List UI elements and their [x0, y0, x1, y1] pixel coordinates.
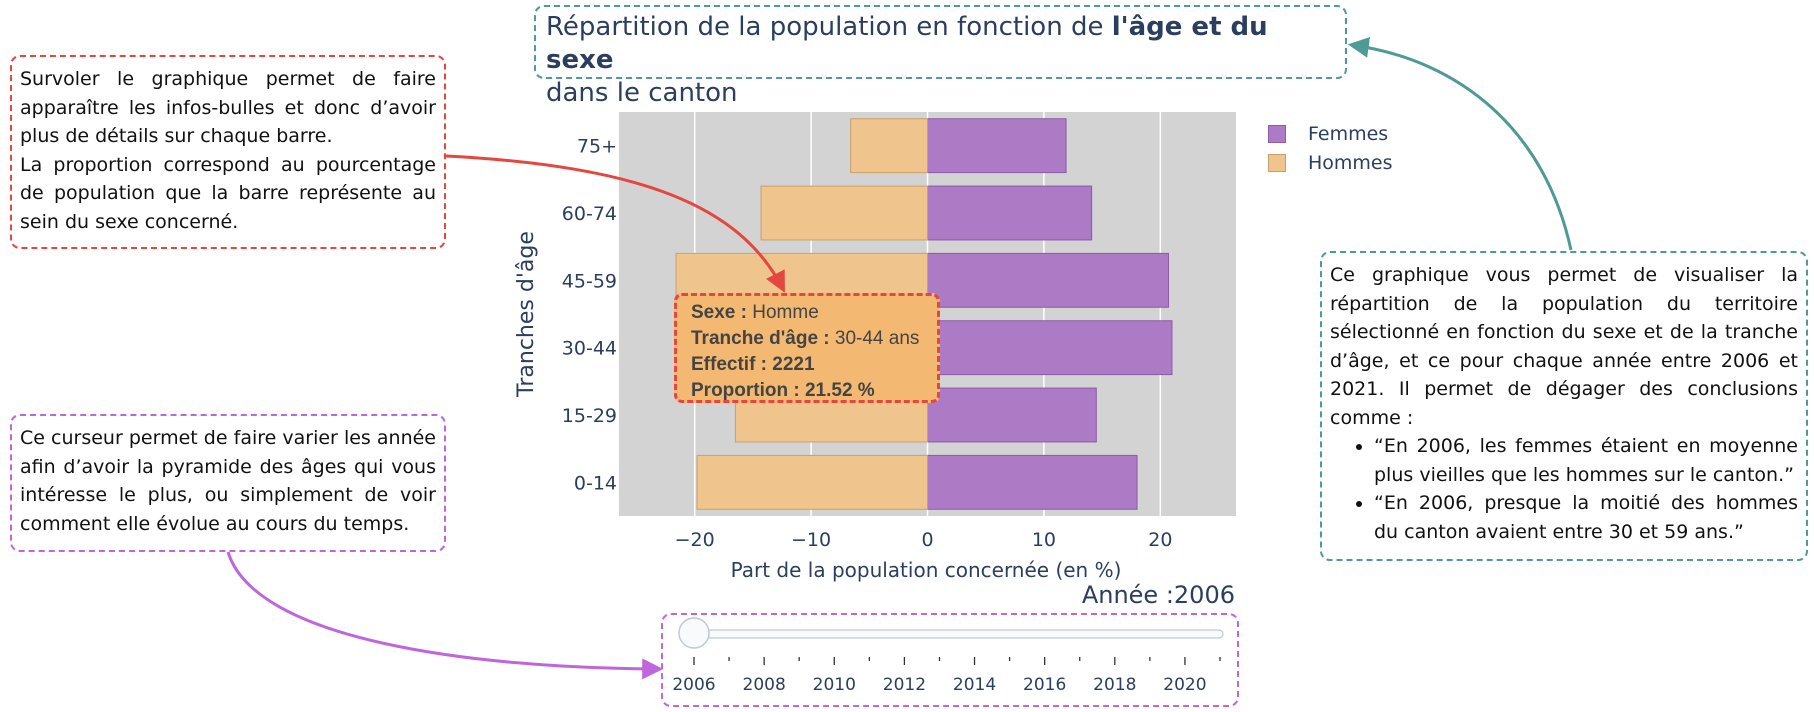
tooltip-row-effectif: Effectif : 2221 — [691, 352, 927, 378]
slider-tick-label[interactable]: 2010 — [813, 675, 856, 695]
legend-label-hommes: Hommes — [1308, 152, 1393, 174]
bar-femmes-30-44[interactable] — [927, 320, 1173, 376]
tooltip-effectif-label: Effectif : — [691, 354, 767, 375]
tooltip-explanation-note: Survoler le graphique permet de faire ap… — [10, 55, 446, 249]
chart-title-part2: dans le canton — [546, 78, 738, 108]
tooltip-row-tranche: Tranche d'âge : 30-44 ans — [691, 326, 927, 352]
bar-femmes-60-74[interactable] — [927, 185, 1093, 241]
y-tick-label: 75+ — [577, 136, 617, 158]
slider-tick-label[interactable]: 2008 — [743, 675, 786, 695]
slider-current-label: Année :2006 — [1082, 581, 1235, 609]
tooltip-proportion-value: 21.52 % — [804, 380, 875, 401]
tooltip-row-proportion: Proportion : 21.52 % — [691, 378, 927, 404]
bar-hommes-60-74[interactable] — [760, 185, 929, 241]
chart-note-bullet-2: “En 2006, presque la moitié des hommes d… — [1374, 489, 1798, 546]
title-annotation-arrow — [1347, 36, 1573, 251]
y-tick-label: 0-14 — [574, 472, 617, 494]
slider-tick-label[interactable]: 2012 — [883, 675, 926, 695]
year-slider-box — [661, 613, 1239, 707]
slider-tick-label[interactable]: 2018 — [1093, 675, 1136, 695]
x-tick-label: −10 — [791, 529, 831, 551]
chart-note-bullet-1: “En 2006, les femmes étaient en moyenne … — [1374, 432, 1798, 489]
legend-swatch-femmes — [1268, 125, 1286, 143]
chart-title-box: Répartition de la population en fonction… — [534, 5, 1347, 108]
tooltip-sexe-label: Sexe : — [691, 302, 747, 323]
chart-title-part1: Répartition de la population en fonction… — [546, 12, 1112, 42]
bar-hommes-0-14[interactable] — [696, 454, 928, 510]
bar-hommes-75+[interactable] — [850, 118, 928, 174]
legend-label-femmes: Femmes — [1308, 123, 1389, 145]
tooltip-annotation-arrow — [445, 154, 785, 293]
x-axis-title: Part de la population concernée (en %) — [731, 558, 1122, 582]
tooltip-sexe-value: Homme — [752, 302, 819, 323]
legend-swatch-hommes — [1268, 154, 1286, 172]
slider-handle[interactable] — [678, 617, 710, 649]
tooltip-effectif-value: 2221 — [772, 354, 815, 375]
slider-note-text: Ce curseur permet de faire varier les an… — [20, 427, 436, 535]
chart-title-bold: l'âge et du sexe — [546, 12, 1268, 75]
slider-tick-label[interactable]: 2016 — [1023, 675, 1066, 695]
bar-femmes-45-59[interactable] — [927, 252, 1169, 308]
slider-tick-label[interactable]: 2020 — [1163, 675, 1206, 695]
tooltip-proportion-label: Proportion : — [691, 380, 800, 401]
x-tick-label: 0 — [921, 529, 933, 551]
chart-explanation-note: Ce graphique vous permet de visualiser l… — [1320, 251, 1808, 561]
legend-item-hommes[interactable]: Hommes — [1268, 152, 1393, 174]
tooltip-note-paragraph-1: Survoler le graphique permet de faire ap… — [20, 68, 436, 147]
y-tick-label: 45-59 — [562, 270, 617, 292]
tooltip-note-paragraph-2: La proportion correspond au pourcentage … — [20, 153, 436, 233]
bar-femmes-15-29[interactable] — [927, 387, 1097, 443]
slider-explanation-note: Ce curseur permet de faire varier les an… — [10, 414, 446, 552]
y-tick-label: 30-44 — [562, 338, 617, 360]
y-tick-label: 15-29 — [562, 405, 617, 427]
slider-tick-label[interactable]: 2006 — [672, 675, 715, 695]
tooltip-tranche-label: Tranche d'âge : — [691, 328, 830, 349]
legend-item-femmes[interactable]: Femmes — [1268, 123, 1388, 145]
hover-tooltip: Sexe : Homme Tranche d'âge : 30-44 ans E… — [674, 293, 940, 403]
x-tick-label: 20 — [1148, 529, 1172, 551]
slider-annotation-arrow — [226, 551, 664, 680]
chart-note-intro: Ce graphique vous permet de visualiser l… — [1330, 264, 1798, 429]
slider-tick-label[interactable]: 2014 — [953, 675, 996, 695]
y-axis-title: Tranches d'âge — [514, 231, 539, 398]
x-tick-label: −20 — [675, 529, 715, 551]
tooltip-row-sexe: Sexe : Homme — [691, 300, 927, 326]
y-tick-label: 60-74 — [562, 203, 617, 225]
chart-note-list: “En 2006, les femmes étaient en moyenne … — [1330, 432, 1798, 546]
tooltip-tranche-value: 30-44 ans — [834, 328, 920, 349]
x-tick-label: 10 — [1032, 529, 1056, 551]
bar-femmes-75+[interactable] — [927, 118, 1067, 174]
bar-femmes-0-14[interactable] — [927, 454, 1138, 510]
